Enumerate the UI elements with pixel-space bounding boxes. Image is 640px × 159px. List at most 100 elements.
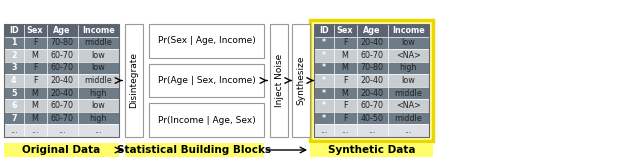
Text: ...: ... [10,126,17,135]
Text: *: * [322,101,326,110]
Text: Age: Age [364,26,381,35]
Text: 40-50: 40-50 [360,114,383,123]
Bar [356,112,388,124]
Bar [4,49,24,62]
Text: Age: Age [53,26,71,35]
Text: Inject Noise: Inject Noise [275,54,284,107]
Bar [47,112,77,124]
Text: 6: 6 [11,101,17,110]
Text: ...: ... [369,126,376,135]
Bar [77,24,119,37]
Text: Sex: Sex [27,26,44,35]
Text: <NA>: <NA> [396,51,420,60]
Bar [24,99,47,112]
Text: ...: ... [320,126,328,135]
Bar [47,24,77,37]
Bar [333,37,356,49]
Text: middle: middle [84,38,112,47]
Text: 70-80: 70-80 [51,38,74,47]
Bar [388,74,429,87]
Text: 60-70: 60-70 [51,101,74,110]
Text: ID: ID [319,26,328,35]
Bar [270,24,288,137]
Bar [314,62,333,74]
Bar [388,37,429,49]
Text: Sex: Sex [337,26,353,35]
Text: 60-70: 60-70 [51,114,74,123]
Text: ...: ... [341,126,349,135]
Bar [310,143,433,157]
Text: M: M [31,89,38,98]
Bar [4,99,24,112]
Bar [356,62,388,74]
Bar [333,49,356,62]
Bar [77,124,119,137]
Bar [388,112,429,124]
Text: high: high [90,114,107,123]
Text: *: * [322,76,326,85]
Bar [4,37,24,49]
Bar [310,20,433,141]
Text: 1: 1 [11,38,17,47]
Text: Synthetic Data: Synthetic Data [328,145,415,155]
Bar [388,62,429,74]
Bar [4,74,24,87]
Bar [24,74,47,87]
Bar [356,99,388,112]
Bar [77,49,119,62]
Bar [388,87,429,99]
Bar [356,74,388,87]
Bar [314,87,333,99]
Bar [77,62,119,74]
Bar [47,37,77,49]
Text: F: F [33,63,37,73]
Bar [24,49,47,62]
Bar [24,112,47,124]
Text: M: M [342,51,349,60]
Text: 60-70: 60-70 [360,101,383,110]
Text: Income: Income [392,26,425,35]
Bar [356,24,388,37]
Text: 60-70: 60-70 [51,51,74,60]
Text: <NA>: <NA> [396,101,420,110]
Bar [333,62,356,74]
Text: 3: 3 [11,63,17,73]
Text: F: F [33,38,37,47]
Text: *: * [322,89,326,98]
Text: F: F [343,38,348,47]
Bar [314,99,333,112]
Bar [4,62,24,74]
Text: 20-40: 20-40 [360,89,383,98]
Bar [24,24,47,37]
Bar [292,24,310,137]
Bar [47,99,77,112]
Text: M: M [31,51,38,60]
Text: low: low [92,101,105,110]
Text: M: M [342,89,349,98]
Bar [388,24,429,37]
Bar [388,99,429,112]
Bar [314,49,333,62]
Text: M: M [342,63,349,73]
Text: 20-40: 20-40 [360,38,383,47]
Bar [333,87,356,99]
Text: low: low [92,63,105,73]
Text: low: low [401,76,415,85]
Bar [314,112,333,124]
Bar [356,49,388,62]
Bar [333,99,356,112]
Bar [24,124,47,137]
Text: ...: ... [404,126,412,135]
Text: high: high [399,63,417,73]
Bar [356,87,388,99]
Text: 4: 4 [11,76,17,85]
Text: middle: middle [394,114,422,123]
Bar [314,24,333,37]
Bar [4,112,24,124]
Text: 7: 7 [11,114,17,123]
Text: Original Data: Original Data [22,145,100,155]
Text: middle: middle [84,76,112,85]
Text: *: * [322,114,326,123]
Bar [149,64,264,97]
Text: Statistical Building Blocks: Statistical Building Blocks [117,145,271,155]
